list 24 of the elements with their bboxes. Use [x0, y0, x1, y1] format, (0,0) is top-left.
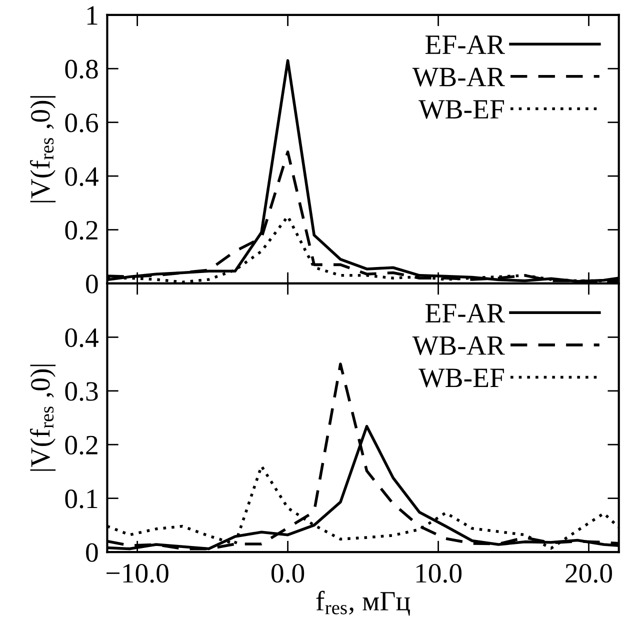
legend-label: WB-AR [412, 336, 505, 356]
x-tick-label: 20.0 [566, 564, 612, 583]
legend-label: WB-EF [418, 100, 504, 119]
x-tick-label: −10.0 [106, 564, 168, 583]
legend-label: EF-AR [426, 304, 505, 322]
y-axis-title: |V(f$_{res}$ ,0)| [30, 96, 56, 202]
y-tick-label: 1 [87, 6, 98, 25]
x-tick-label: 0.0 [271, 564, 304, 583]
y-tick-label: 0.1 [65, 489, 98, 508]
y-tick-label: 0 [86, 274, 98, 294]
x-axis-title: f$_{res}$, мГц [316, 590, 410, 616]
y-tick-label: 0.8 [65, 60, 98, 79]
y-tick-label: 0.6 [65, 114, 98, 132]
y-tick-label: 0 [86, 543, 98, 562]
y-tick-label: 0.2 [65, 436, 98, 455]
y-tick-label: 0.4 [65, 167, 98, 186]
legend-label: WB-AR [412, 68, 505, 87]
y-tick-label: 0.3 [65, 382, 98, 401]
y-tick-label: 0.2 [65, 220, 98, 240]
y-axis-title: |V(f$_{res}$ ,0)| [30, 364, 56, 471]
y-tick-label: 0.4 [65, 328, 98, 348]
legend-label: WB-EF [418, 368, 504, 388]
legend-label: EF-AR [426, 35, 505, 54]
x-tick-label: 10.0 [416, 564, 462, 583]
